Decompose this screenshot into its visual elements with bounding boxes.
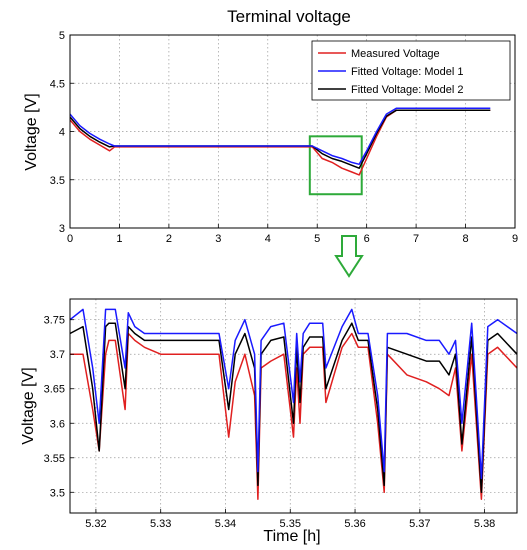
- legend: Measured Voltage Fitted Voltage: Model 1…: [311, 40, 511, 101]
- top-x-tick-label: 4: [265, 233, 271, 245]
- top-y-tick-label: 5: [59, 30, 65, 42]
- bottom-x-tick-label: 5.34: [215, 518, 236, 530]
- bottom-y-tick-label: 3.7: [50, 349, 65, 361]
- top-y-tick-label: 4.5: [50, 78, 65, 90]
- bottom-series-line-2: [69, 308, 518, 480]
- bottom-x-tick-label: 5.38: [474, 518, 495, 530]
- bottom-y-tick-label: 3.5: [50, 487, 65, 499]
- zoom-arrow: [334, 235, 364, 278]
- top-x-tick-label: 0: [67, 233, 73, 245]
- top-x-tick-label: 7: [413, 233, 419, 245]
- top-x-tick-label: 2: [166, 233, 172, 245]
- top-y-tick-label: 3.5: [50, 175, 65, 187]
- bottom-y-axis-label: Voltage [V]: [20, 367, 37, 444]
- legend-label-measured: Measured Voltage: [351, 48, 440, 60]
- top-x-tick-label: 5: [314, 233, 320, 245]
- top-y-axis-label: Voltage [V]: [23, 93, 40, 170]
- bottom-x-tick-label: 5.32: [85, 518, 106, 530]
- top-x-tick-label: 6: [364, 233, 370, 245]
- top-series-line-3: [69, 109, 491, 169]
- bottom-series: [69, 308, 518, 500]
- top-x-tick-label: 3: [215, 233, 221, 245]
- top-series-line-1: [69, 109, 491, 176]
- zoom-highlight-rect: [308, 135, 363, 196]
- legend-label-model-2: Fitted Voltage: Model 2: [351, 84, 464, 96]
- top-x-tick-label: 1: [116, 233, 122, 245]
- top-x-tick-label: 9: [512, 233, 518, 245]
- bottom-x-tick-label: 5.35: [280, 518, 301, 530]
- bottom-x-tick-label: 5.33: [150, 518, 171, 530]
- bottom-y-tick-label: 3.65: [44, 384, 65, 396]
- legend-box: [311, 40, 511, 101]
- bottom-ticks: 5.32 5.33 5.34 5.35 5.36 5.37 5.38 3.5 3.55 3.6 3.…: [44, 315, 496, 530]
- top-y-tick-label: 3: [59, 223, 65, 235]
- bottom-plot-frame: [69, 298, 518, 514]
- bottom-y-tick-label: 3.6: [50, 418, 65, 430]
- top-ticks: 0 1 2 3 4 5 6 7 8 9 3 3.5 4 4.5 5: [50, 30, 518, 245]
- top-series: [69, 107, 491, 176]
- top-y-tick-label: 4: [59, 127, 65, 139]
- zoomed-voltage-chart: 5.32 5.33 5.34 5.35 5.36 5.37 5.38 3.5 3.55 3.6 3.…: [20, 298, 518, 545]
- top-series-line-2: [69, 107, 491, 166]
- bottom-y-tick-label: 3.55: [44, 453, 65, 465]
- legend-label-model-1: Fitted Voltage: Model 1: [351, 66, 464, 78]
- bottom-series-line-3: [69, 322, 518, 494]
- bottom-y-tick-label: 3.75: [44, 315, 65, 327]
- bottom-grid: [70, 299, 517, 513]
- bottom-x-tick-label: 5.37: [409, 518, 430, 530]
- top-x-tick-label: 8: [462, 233, 468, 245]
- chart-title: Terminal voltage: [227, 7, 351, 26]
- bottom-x-tick-label: 5.36: [344, 518, 365, 530]
- bottom-x-axis-label: Time [h]: [263, 528, 320, 545]
- terminal-voltage-chart: Terminal voltage 0 1 2 3 4 5 6 7 8 9 3 3.5 4 4.5 5 Vol…: [23, 7, 518, 245]
- zoom-arrow-shape: [334, 235, 364, 278]
- zoom-highlight-box: [308, 135, 363, 196]
